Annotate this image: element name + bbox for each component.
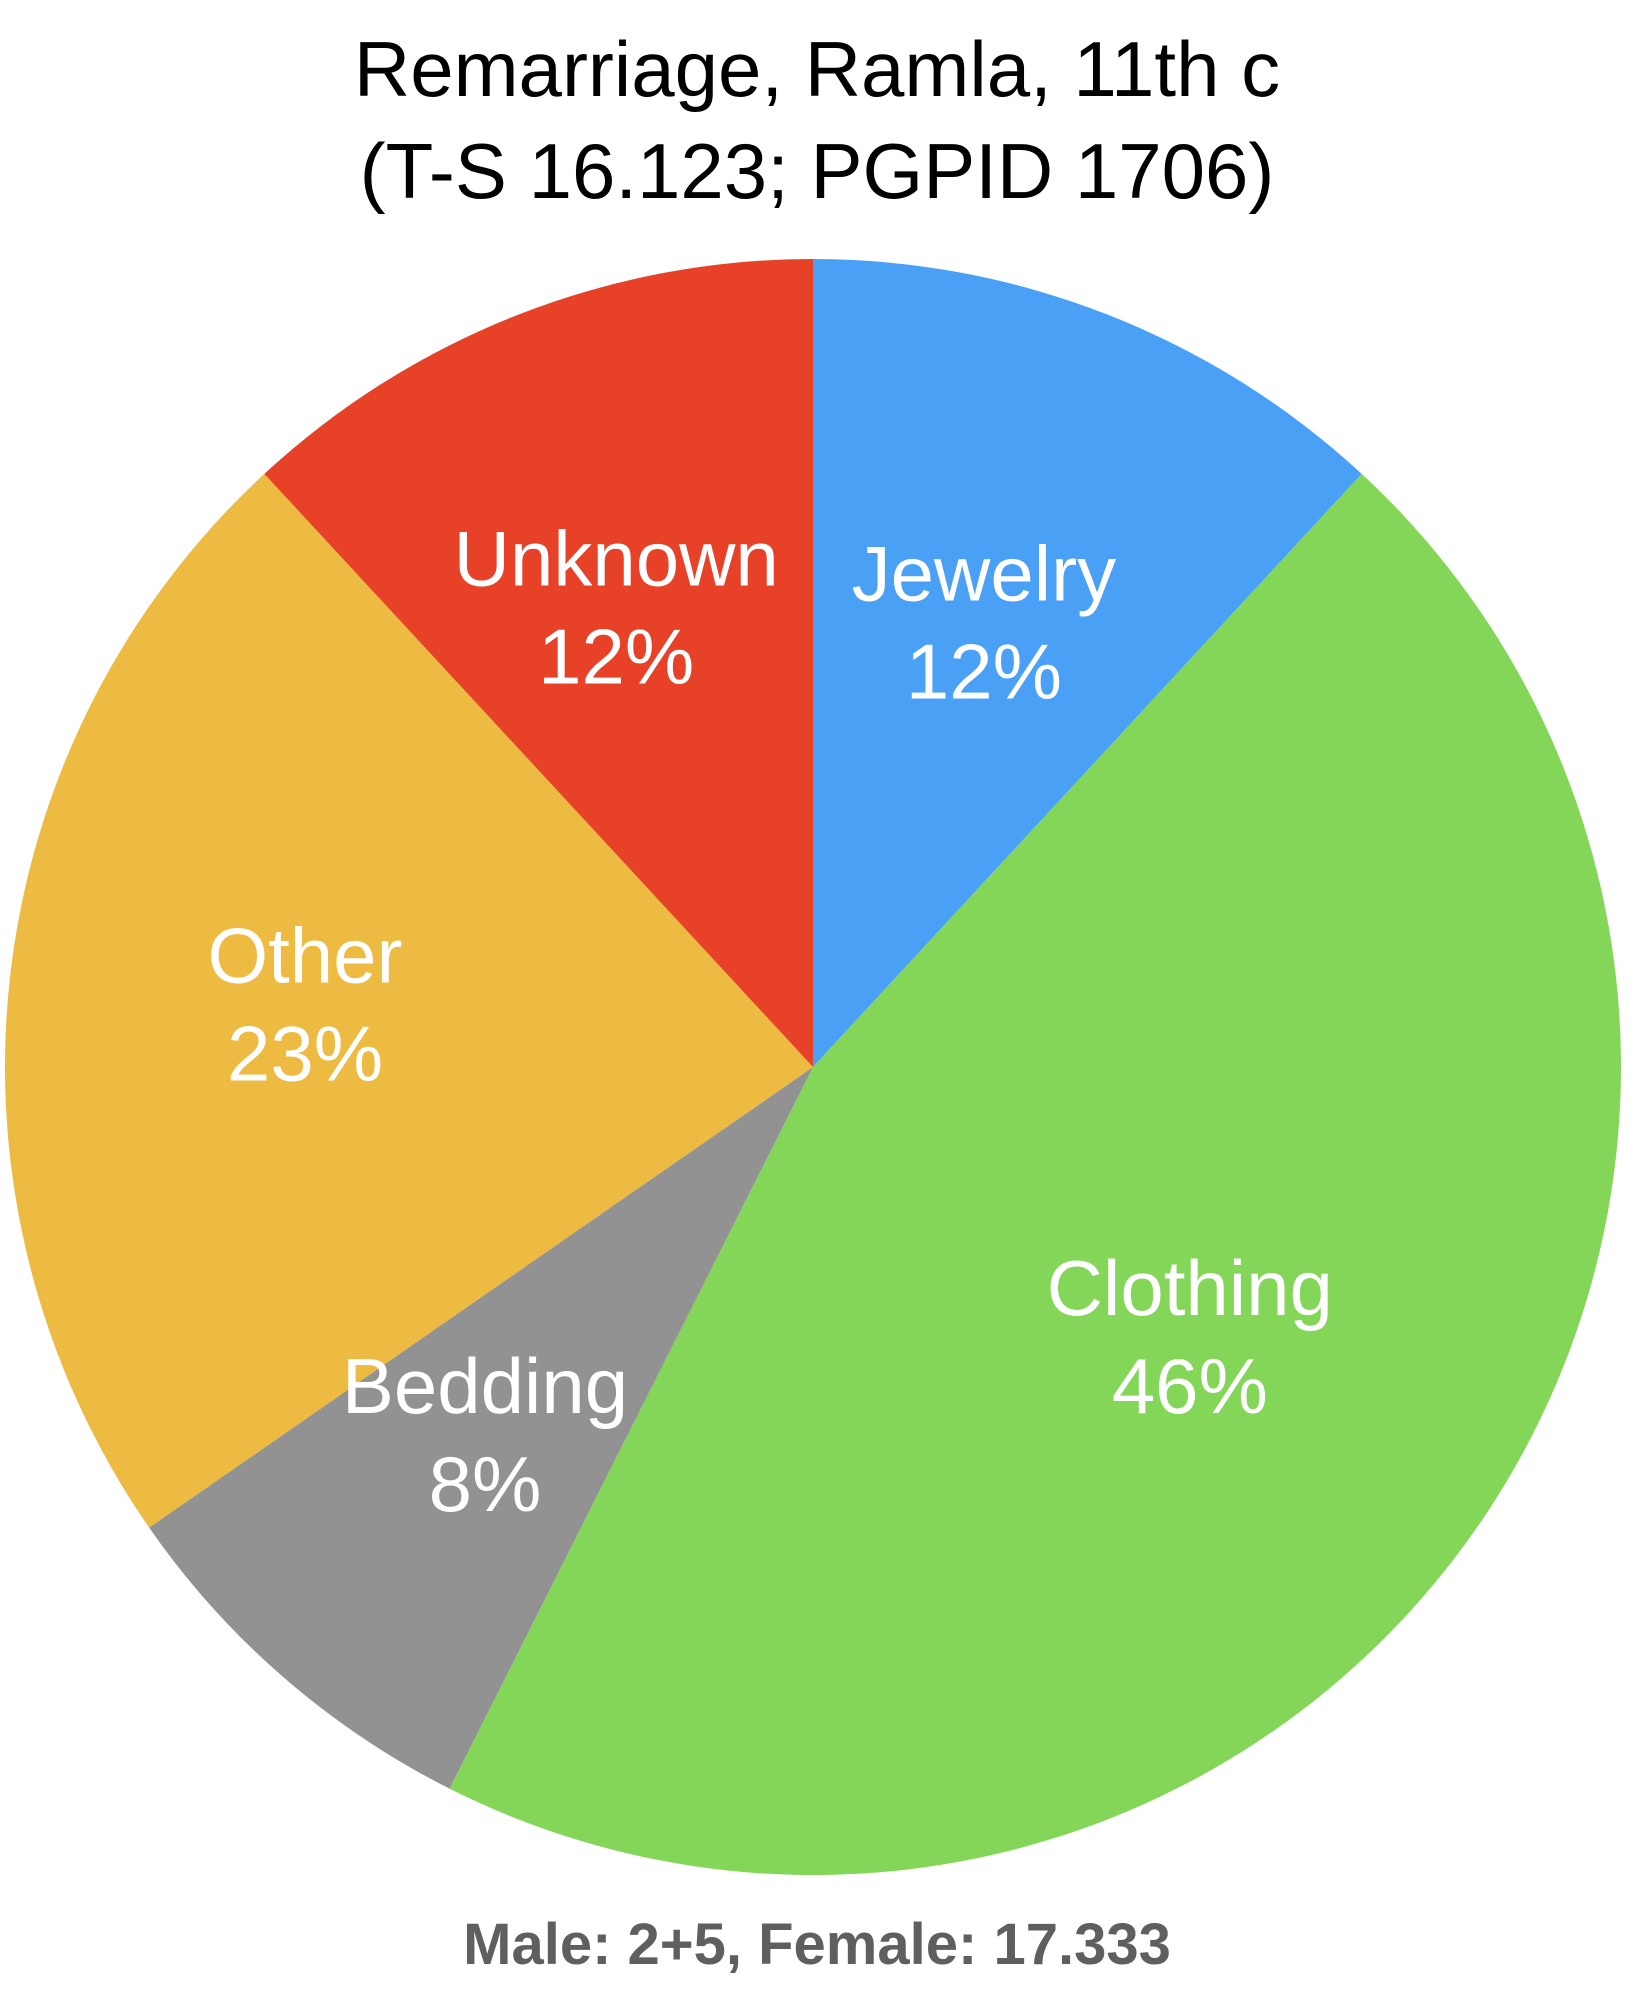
pie-labels: Jewelry 12% Clothing 46% Bedding 8% Other 23% Un… — [207, 515, 1332, 1528]
slice-name-label: Clothing — [1047, 1244, 1333, 1332]
footer-note: Male: 2+5, Female: 17.333 — [463, 1912, 1171, 1977]
pie-slices — [4, 259, 1621, 1875]
pie-slice-bedding — [149, 1067, 814, 1789]
pie-label-jewelry: Jewelry 12% — [852, 530, 1116, 716]
pie-label-unknown: Unknown 12% — [454, 515, 779, 701]
chart-title: Remarriage, Ramla, 11th c (T-S 16.123; P… — [0, 18, 1634, 222]
pie-slice-clothing — [449, 473, 1621, 1875]
chart-title-line-2: (T-S 16.123; PGPID 1706) — [359, 127, 1275, 215]
slice-value-label: 12% — [538, 613, 694, 701]
pie-slice-unknown — [264, 259, 813, 1067]
pie-label-clothing: Clothing 46% — [1047, 1244, 1333, 1430]
slice-name-label: Other — [207, 912, 402, 1000]
slice-name-label: Bedding — [342, 1342, 628, 1430]
slice-value-label: 8% — [429, 1440, 542, 1528]
slice-name-label: Jewelry — [852, 530, 1116, 618]
slice-value-label: 23% — [227, 1010, 383, 1098]
pie-chart: Jewelry 12% Clothing 46% Bedding 8% Other 23% Un… — [4, 259, 1621, 1875]
pie-label-other: Other 23% — [207, 912, 402, 1098]
pie-label-bedding: Bedding 8% — [342, 1342, 628, 1528]
slice-value-label: 12% — [906, 628, 1062, 716]
pie-slice-jewelry — [813, 259, 1362, 1067]
slice-value-label: 46% — [1112, 1342, 1268, 1430]
slice-name-label: Unknown — [454, 515, 779, 603]
chart-title-line-1: Remarriage, Ramla, 11th c — [353, 25, 1281, 113]
pie-slice-other — [4, 473, 813, 1528]
